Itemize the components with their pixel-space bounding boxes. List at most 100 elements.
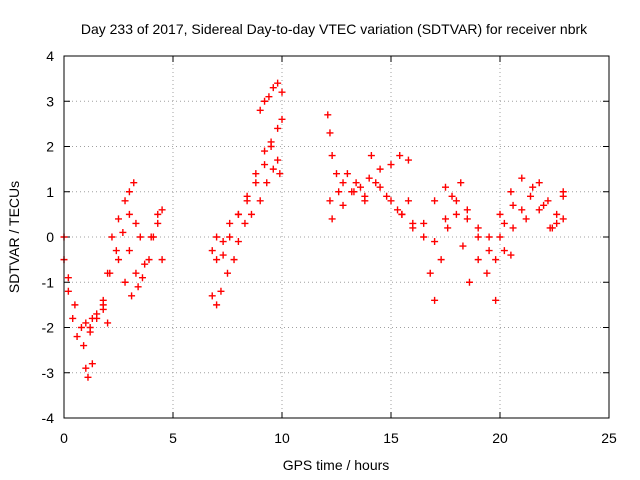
data-point-arc-c2 — [343, 170, 351, 178]
data-point-arc-c8 — [544, 197, 552, 205]
data-point-arc-c5 — [431, 197, 439, 205]
data-point-arc-c4 — [409, 224, 417, 232]
data-point-arc-c7 — [496, 210, 504, 218]
data-point-arc-b2 — [278, 115, 286, 123]
data-point-arc-b4 — [278, 88, 286, 96]
data-point-arc-a4 — [115, 215, 122, 223]
data-point-arc-c8 — [535, 179, 543, 187]
data-point-arc-c2 — [367, 152, 375, 160]
data-point-arc-c9 — [522, 215, 530, 223]
y-tick-label: -4 — [42, 410, 55, 426]
data-points — [60, 79, 567, 381]
data-point-arc-a1 — [104, 319, 112, 327]
data-point-arc-a7 — [125, 247, 133, 255]
data-point-arc-b3 — [252, 170, 260, 178]
data-point-arc-c1 — [387, 197, 395, 205]
data-point-arc-b2 — [261, 161, 269, 169]
data-point-arc-c4 — [420, 233, 428, 241]
data-point-arc-b4 — [269, 84, 277, 92]
data-point-arc-c8 — [559, 188, 567, 196]
data-point-arc-c9 — [535, 206, 543, 214]
y-tick-label: -3 — [42, 365, 55, 381]
data-point-arc-c7 — [518, 174, 526, 182]
data-point-arc-c6 — [457, 179, 465, 187]
data-point-arc-c5 — [442, 183, 449, 191]
data-point-arc-b3 — [234, 210, 242, 218]
y-tick-label: 1 — [46, 184, 54, 200]
data-point-arc-c9 — [492, 256, 500, 264]
y-tick-label: -2 — [42, 320, 55, 336]
data-point-arc-c3 — [339, 201, 347, 209]
data-point-arc-c7 — [529, 183, 537, 191]
data-point-arc-c3 — [372, 179, 380, 187]
data-point-arc-c2 — [376, 165, 384, 173]
data-point-arc-a2 — [64, 274, 72, 282]
data-point-arc-a1 — [80, 342, 88, 350]
data-point-arc-c4 — [426, 269, 434, 277]
data-point-arc-b1 — [224, 269, 231, 277]
data-point-arc-c6 — [496, 233, 504, 241]
data-point-arc-c6 — [448, 192, 456, 200]
data-point-arc-c4 — [474, 233, 482, 241]
data-point-arc-b1 — [241, 219, 249, 227]
data-point-arc-a5 — [99, 296, 107, 304]
data-point-arc-c5 — [459, 242, 467, 250]
data-point-arc-c4 — [452, 197, 460, 205]
data-point-arc-a6 — [154, 210, 162, 218]
x-tick-label: 0 — [60, 430, 68, 446]
data-point-arc-a3 — [84, 373, 92, 381]
data-point-arc-c5 — [483, 269, 491, 277]
data-point-arc-c3 — [350, 188, 358, 196]
data-point-arc-b3 — [226, 233, 234, 241]
data-point-arc-a5 — [112, 247, 120, 255]
data-point-arc-c8 — [553, 219, 561, 227]
y-tick-label: -1 — [42, 274, 55, 290]
y-tick-label: 2 — [46, 139, 54, 155]
data-point-arc-a1 — [64, 287, 72, 295]
data-point-arc-c5 — [492, 296, 500, 304]
data-point-arc-b2 — [213, 256, 221, 264]
data-point-arc-c6 — [474, 224, 482, 232]
axis-ticks: 0 5 10 15 20 25 -4 -3 -2 -1 0 1 2 3 4 — [42, 48, 617, 446]
data-point-arc-b2 — [226, 219, 234, 227]
data-point-arc-a6 — [141, 260, 149, 268]
data-point-arc-c6 — [485, 247, 493, 255]
data-point-arc-b4 — [256, 106, 264, 114]
data-point-arc-c8 — [509, 224, 517, 232]
data-point-arc-c9 — [509, 201, 517, 209]
data-point-arc-a5 — [125, 210, 133, 218]
data-point-arc-c4 — [431, 296, 439, 304]
x-tick-label: 25 — [601, 430, 617, 446]
data-point-arc-a7 — [154, 219, 162, 227]
data-point-arc-b1 — [208, 292, 216, 300]
data-point-arc-c1 — [376, 183, 384, 191]
data-point-arc-c3 — [394, 206, 402, 214]
data-point-arc-a7 — [158, 256, 166, 264]
data-point-arc-a7 — [132, 269, 140, 277]
data-point-arc-c2 — [387, 161, 395, 169]
data-point-arc-c9 — [548, 224, 556, 232]
data-point-arc-a5 — [132, 219, 140, 227]
x-tick-label: 15 — [383, 430, 399, 446]
data-point-arc-b1 — [213, 301, 221, 309]
data-point-arc-c9 — [500, 219, 508, 227]
data-point-arc-c2 — [404, 156, 412, 164]
data-point-arc-c5 — [420, 219, 428, 227]
data-point-arc-a6 — [158, 206, 166, 214]
data-point-arc-a6 — [128, 292, 136, 300]
data-point-arc-a7 — [138, 274, 146, 282]
data-point-arc-c8 — [500, 247, 508, 255]
x-tick-label: 20 — [492, 430, 508, 446]
data-point-arc-a1 — [73, 333, 81, 341]
data-point-arc-c8 — [527, 192, 535, 200]
chart-title: Day 233 of 2017, Sidereal Day-to-day VTE… — [81, 21, 588, 37]
data-point-arc-c2 — [326, 197, 334, 205]
data-point-arc-b2 — [274, 124, 282, 132]
data-point-arc-a4 — [93, 314, 101, 322]
data-point-arc-b1 — [217, 287, 225, 295]
data-point-arc-c4 — [463, 215, 471, 223]
data-point-arc-b1 — [256, 197, 264, 205]
data-point-arc-a7 — [145, 256, 153, 264]
data-point-arc-c9 — [559, 215, 567, 223]
